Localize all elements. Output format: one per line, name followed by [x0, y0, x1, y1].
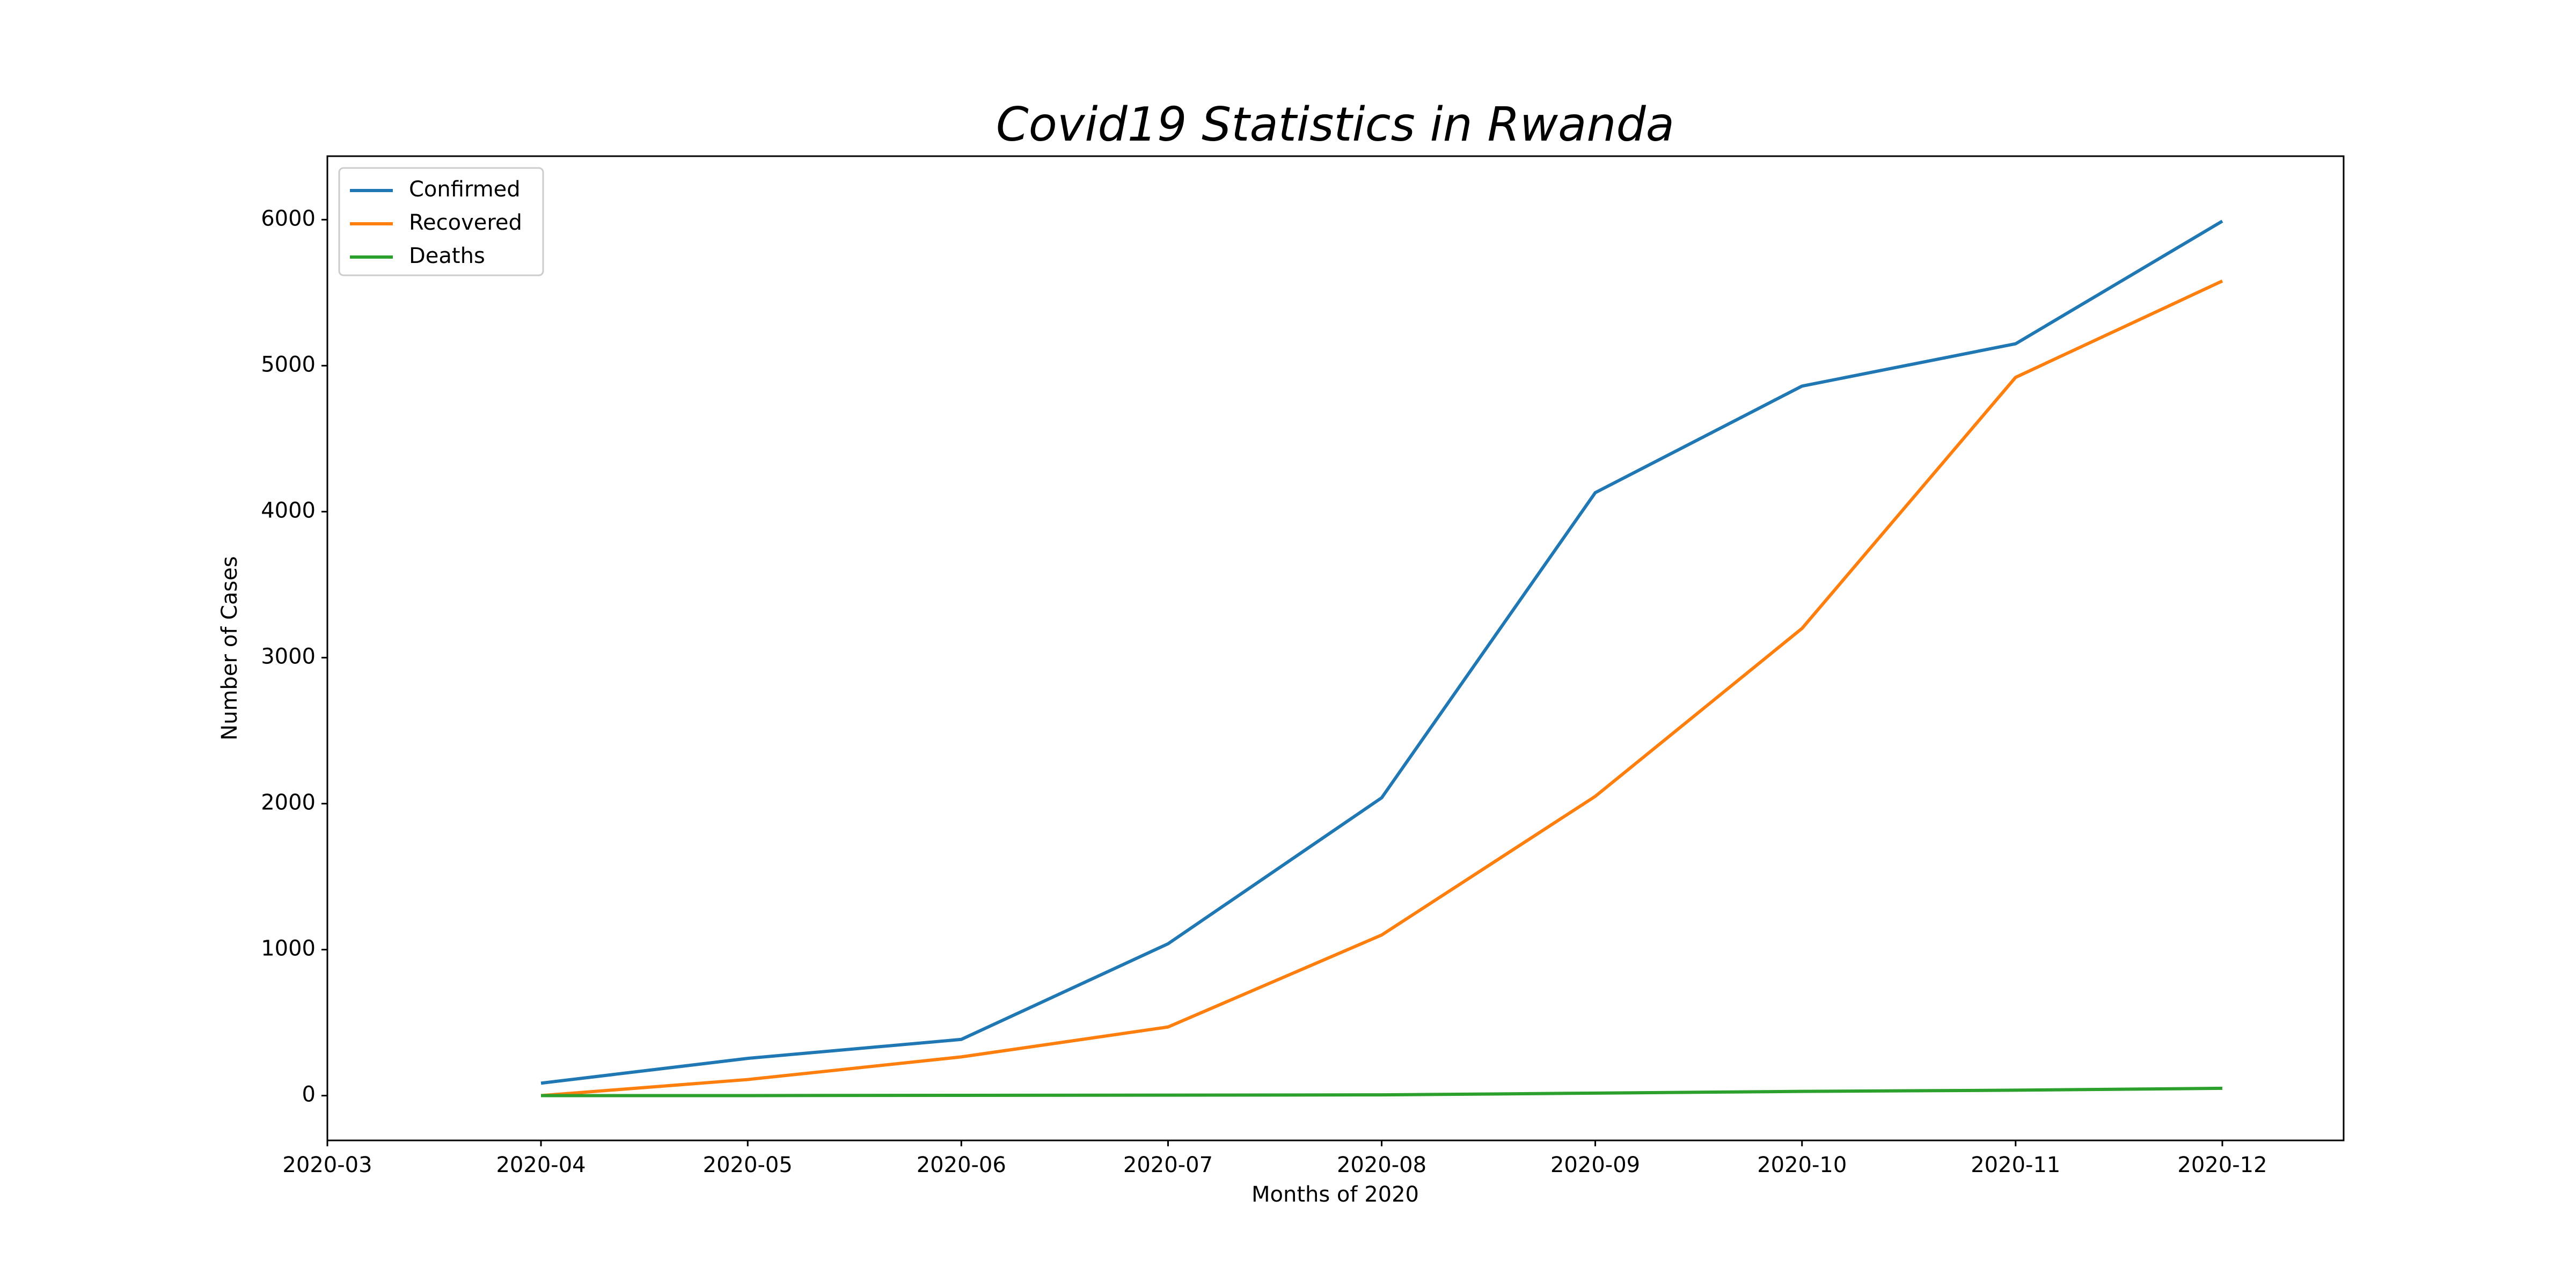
x-axis-label: Months of 2020 [1252, 1182, 1419, 1207]
x-tick-label: 2020-05 [703, 1153, 793, 1177]
y-axis-label: Number of Cases [217, 556, 242, 740]
data-line [540, 279, 2223, 1097]
legend-label: Recovered [409, 210, 522, 235]
plot-frame [326, 155, 2345, 1141]
x-tick-label: 2020-12 [2177, 1153, 2267, 1177]
y-tick-label: 2000 [261, 790, 316, 815]
chart-title: Covid19 Statistics in Rwanda [996, 97, 1674, 152]
legend-box [338, 167, 544, 276]
data-line [541, 1086, 2223, 1097]
data-line [540, 219, 2223, 1085]
y-tick-label: 1000 [261, 936, 316, 961]
x-tick-label: 2020-03 [282, 1153, 372, 1177]
x-tick-label: 2020-09 [1550, 1153, 1640, 1177]
x-tick-label: 2020-04 [496, 1153, 586, 1177]
y-tick-label: 3000 [261, 644, 316, 669]
y-tick-label: 6000 [261, 206, 316, 231]
legend-label: Confirmed [409, 177, 521, 202]
y-tick-label: 0 [302, 1082, 316, 1107]
x-tick-label: 2020-08 [1337, 1153, 1426, 1177]
x-tick-label: 2020-07 [1123, 1153, 1213, 1177]
y-tick-label: 5000 [261, 352, 316, 377]
x-tick-label: 2020-10 [1757, 1153, 1847, 1177]
x-tick-label: 2020-06 [917, 1153, 1006, 1177]
legend-label: Deaths [409, 244, 485, 268]
x-tick-label: 2020-11 [1971, 1153, 2060, 1177]
y-tick-label: 4000 [261, 498, 316, 523]
